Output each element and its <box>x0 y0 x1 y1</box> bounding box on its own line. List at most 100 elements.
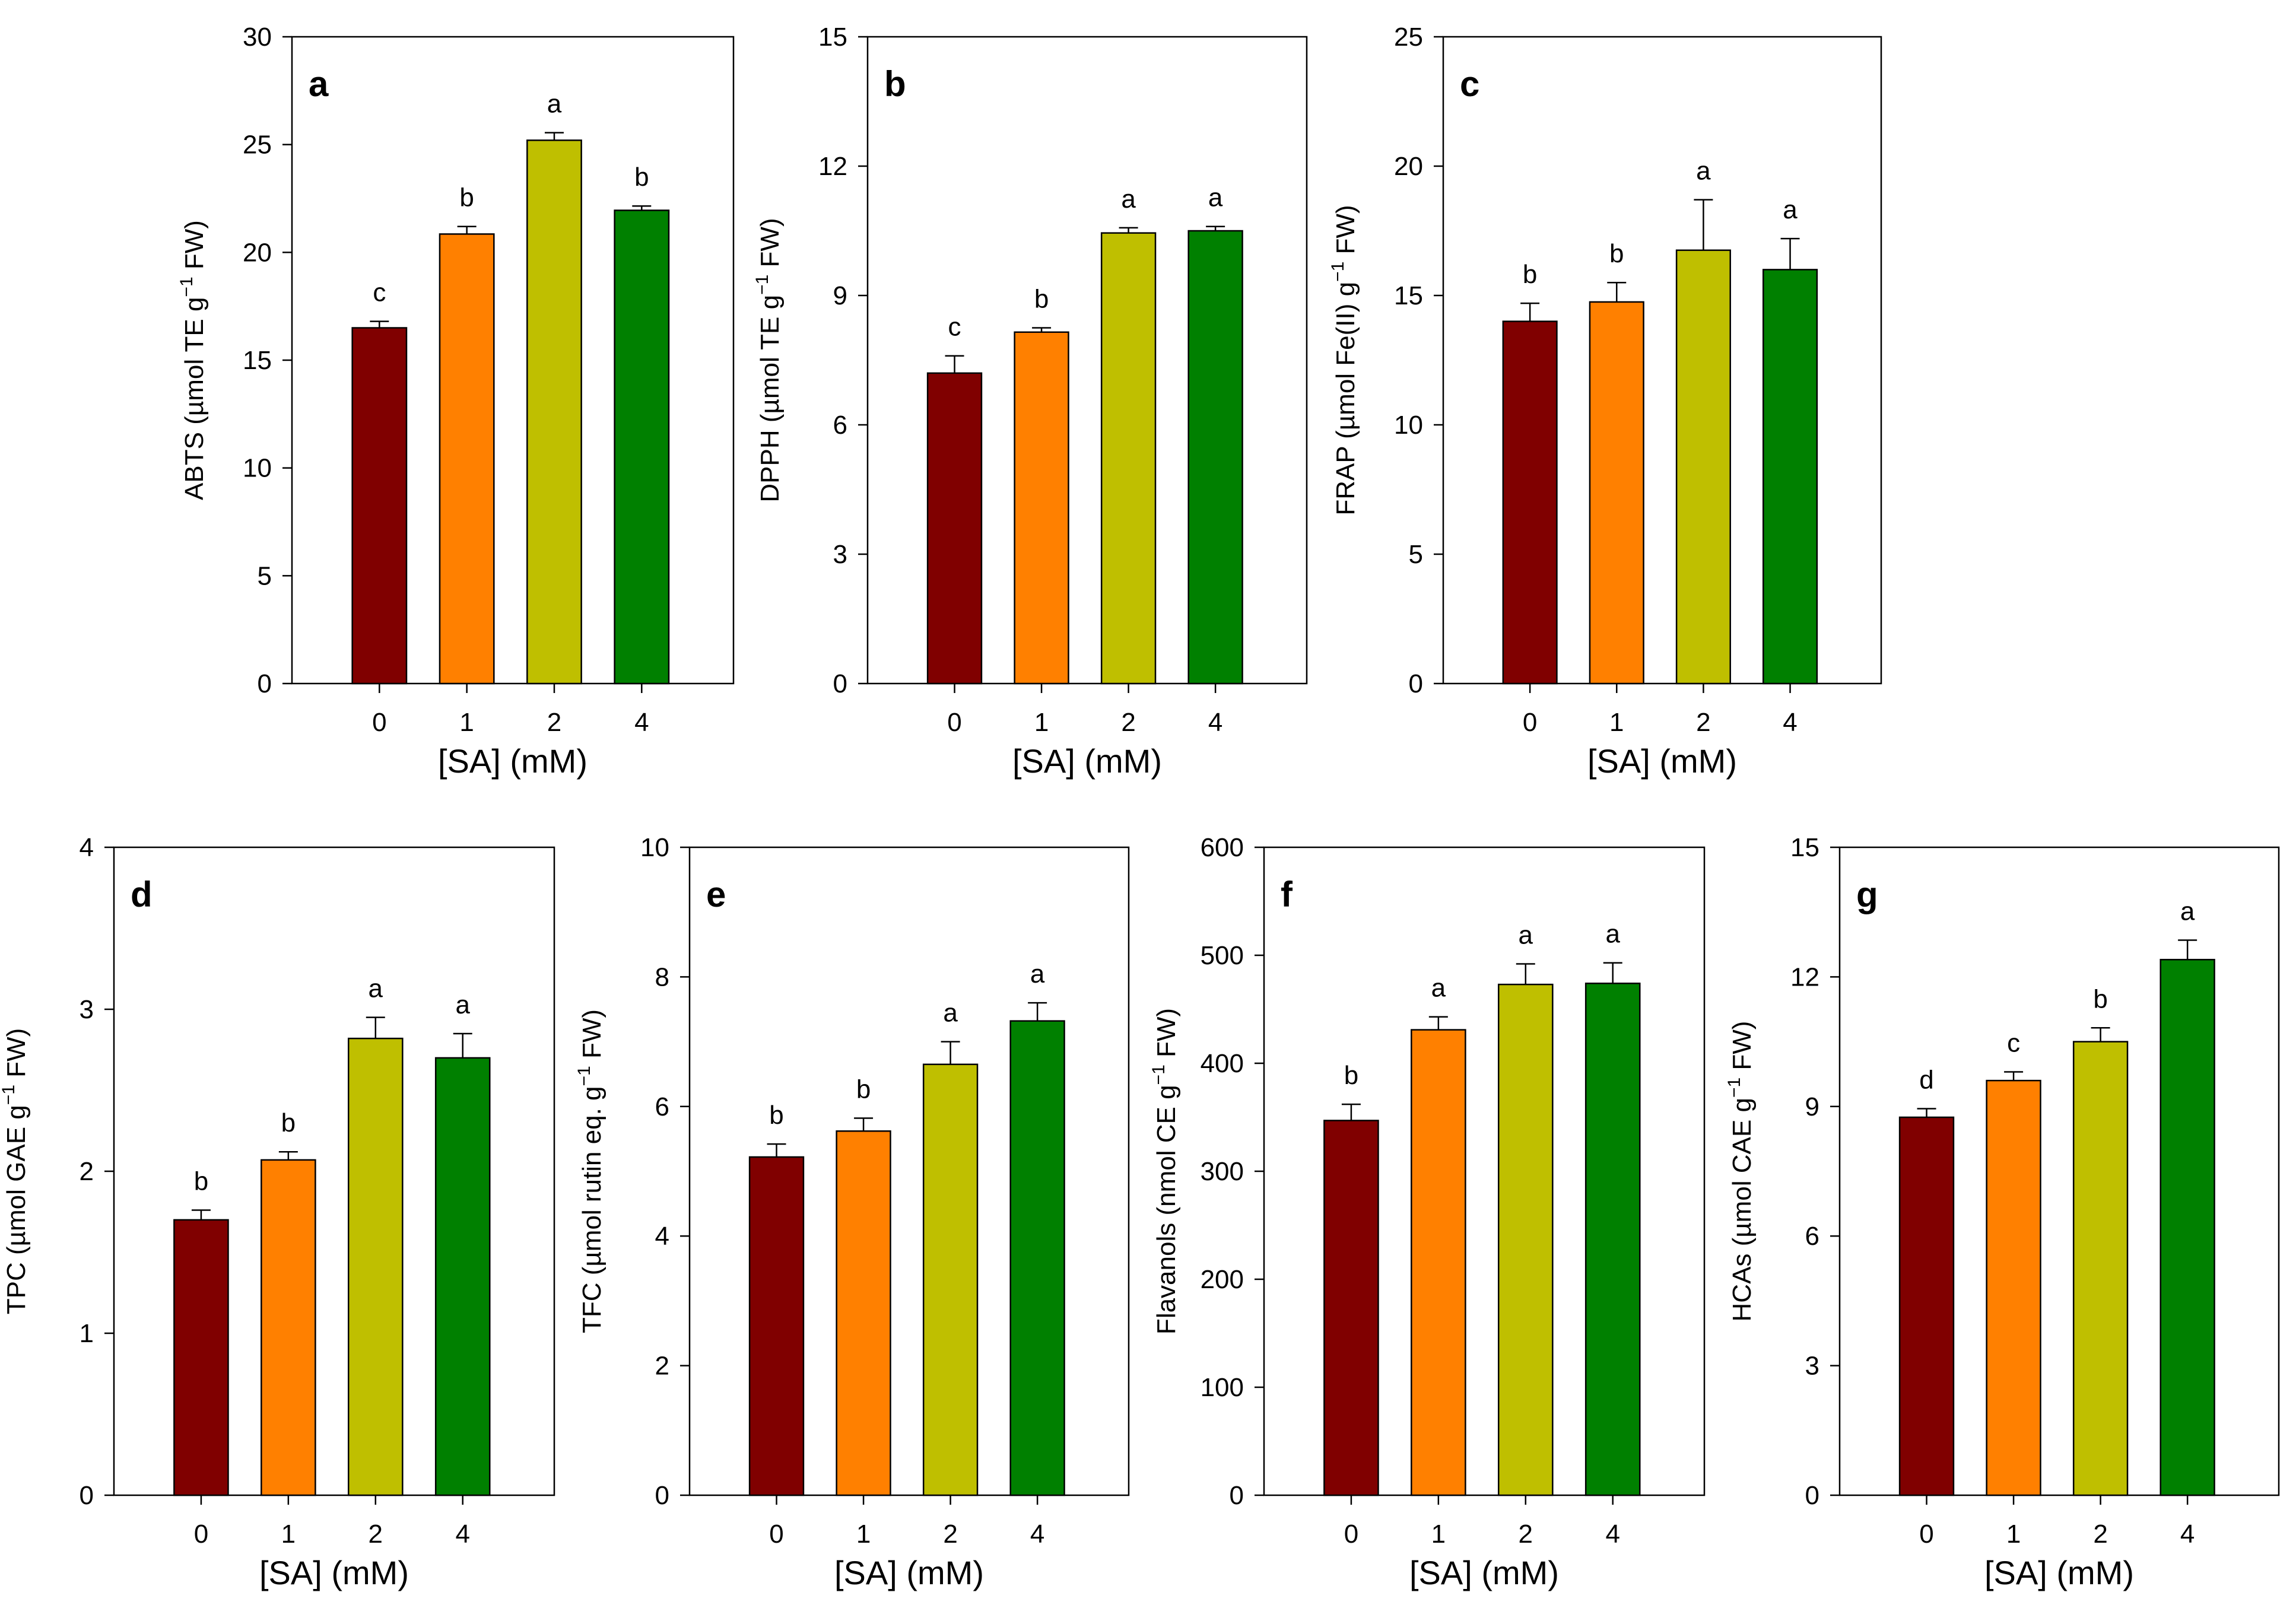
x-tick-label: 2 <box>2093 1520 2107 1549</box>
x-tick-label: 0 <box>194 1520 208 1549</box>
x-tick-label: 1 <box>856 1520 871 1549</box>
panel-letter: a <box>309 64 329 104</box>
y-axis-title: DPPH (µmol TE g−1 FW) <box>752 218 785 502</box>
x-tick-label: 4 <box>1030 1520 1044 1549</box>
y-tick-label: 20 <box>243 238 272 267</box>
bar <box>1584 983 1641 1496</box>
y-tick-label: 500 <box>1201 941 1244 970</box>
chart-panel-b: 0 3 6 9 12 15 c 0 b 1 a 2 a 4 [SA] (mM) DPPH (µmol TE g… <box>752 23 1308 780</box>
bar <box>351 327 408 685</box>
y-axis-title: TFC (µmol rutin eq. g−1 FW) <box>574 1009 606 1333</box>
bar <box>1497 983 1554 1496</box>
chart-panel-f: 0 100 200 300 400 500 600 b 0 a 1 a 2 a 4 [SA] (mM) Flav… <box>1149 833 1706 1591</box>
panel-letter: d <box>131 875 153 914</box>
x-tick-label: 1 <box>459 708 474 737</box>
panel-letter: g <box>1856 875 1878 914</box>
significance-label: a <box>1121 185 1136 214</box>
y-tick-label: 10 <box>243 454 272 483</box>
x-tick-label: 4 <box>1605 1520 1619 1549</box>
x-tick-label: 2 <box>1121 708 1135 737</box>
x-tick-label: 0 <box>947 708 961 737</box>
y-tick-label: 400 <box>1201 1049 1244 1078</box>
bar <box>1763 269 1818 685</box>
bar <box>1323 1120 1379 1496</box>
plot-frame <box>866 36 1308 685</box>
y-tick-label: 2 <box>80 1157 94 1186</box>
significance-label: a <box>547 90 562 119</box>
y-tick-label: 25 <box>1394 23 1423 52</box>
y-tick-label: 0 <box>258 669 272 698</box>
y-tick-label: 3 <box>80 995 94 1024</box>
bar <box>1986 1079 2041 1496</box>
x-tick-label: 0 <box>769 1520 783 1549</box>
bar <box>614 209 670 685</box>
bar <box>926 372 983 685</box>
y-axis-title-superscript: −1 <box>1149 1064 1168 1085</box>
x-tick-label: 0 <box>1344 1520 1358 1549</box>
bar <box>922 1063 979 1496</box>
y-axis-title-unit: FW) <box>180 220 209 276</box>
y-axis-title: TPC (µmol GAE g−1 FW) <box>0 1028 31 1314</box>
bar <box>434 1057 491 1496</box>
x-tick-label: 2 <box>547 708 561 737</box>
y-axis-title-superscript: −1 <box>574 1066 594 1086</box>
significance-label: a <box>1431 974 1446 1003</box>
bar <box>1014 331 1069 685</box>
x-axis-title: [SA] (mM) <box>259 1554 409 1591</box>
y-axis-title-unit: FW) <box>577 1009 606 1066</box>
chart-panel-a: 0 5 10 15 20 25 30 c 0 b 1 a 2 b 4 [SA] (mM) ABTS (µmol … <box>177 23 735 780</box>
x-tick-label: 0 <box>372 708 386 737</box>
x-axis-title: [SA] (mM) <box>1984 1554 2134 1591</box>
y-tick-label: 6 <box>833 411 847 440</box>
x-tick-label: 1 <box>1034 708 1049 737</box>
y-axis-title-main: ABTS (µmol TE g <box>180 297 209 500</box>
y-axis-title-main: Flavanols (nmol CE g <box>1152 1085 1181 1334</box>
panel-letter: e <box>706 875 726 914</box>
bar <box>526 139 582 685</box>
y-axis-title: ABTS (µmol TE g−1 FW) <box>177 220 209 500</box>
y-axis-title-main: FRAP (µmol Fe(II) g <box>1331 282 1360 516</box>
bar <box>748 1156 805 1496</box>
x-tick-label: 2 <box>1696 708 1710 737</box>
y-tick-label: 20 <box>1394 152 1423 181</box>
bar <box>173 1219 229 1496</box>
x-axis-title: [SA] (mM) <box>1409 1554 1559 1591</box>
chart-panel-c: 0 5 10 15 20 25 b 0 b 1 a 2 a 4 [SA] (mM) FRAP (µmol Fe… <box>1328 23 1882 780</box>
significance-label: b <box>281 1108 296 1137</box>
y-tick-label: 600 <box>1201 833 1244 862</box>
y-axis-title: FRAP (µmol Fe(II) g−1 FW) <box>1328 205 1360 515</box>
y-axis-title-main: TFC (µmol rutin eq. g <box>577 1086 606 1333</box>
y-tick-label: 3 <box>833 540 847 569</box>
y-tick-label: 1 <box>80 1319 94 1348</box>
x-tick-label: 2 <box>943 1520 957 1549</box>
y-axis-title: Flavanols (nmol CE g−1 FW) <box>1149 1008 1181 1334</box>
significance-label: a <box>1030 959 1045 989</box>
bar <box>1589 301 1644 685</box>
y-tick-label: 5 <box>258 561 272 590</box>
y-tick-label: 6 <box>1805 1222 1819 1251</box>
y-axis-title-superscript: −1 <box>752 275 772 295</box>
panel-letter: b <box>884 64 906 104</box>
significance-label: b <box>459 183 474 212</box>
x-axis-title: [SA] (mM) <box>438 742 588 780</box>
significance-label: b <box>1034 285 1049 314</box>
x-axis-title: [SA] (mM) <box>1012 742 1162 780</box>
y-tick-label: 0 <box>1230 1481 1244 1510</box>
y-axis-title-unit: FW) <box>755 218 785 274</box>
significance-label: a <box>1605 920 1620 949</box>
significance-label: b <box>634 163 649 192</box>
x-tick-label: 1 <box>281 1520 296 1549</box>
y-tick-label: 0 <box>655 1481 669 1510</box>
y-tick-label: 15 <box>243 346 272 375</box>
x-tick-label: 1 <box>1609 708 1624 737</box>
y-tick-label: 0 <box>80 1481 94 1510</box>
significance-label: b <box>194 1167 208 1196</box>
chart-panel-g: 0 3 6 9 12 15 d 0 c 1 b 2 a 4 [SA] (mM) HCAs (µmol CAE … <box>1725 833 2280 1591</box>
bar <box>1502 320 1558 685</box>
significance-label: b <box>1609 239 1624 268</box>
significance-label: a <box>455 990 470 1019</box>
y-tick-label: 15 <box>818 23 847 52</box>
y-tick-label: 12 <box>818 152 847 181</box>
y-axis-title-unit: FW) <box>1727 1021 1757 1078</box>
